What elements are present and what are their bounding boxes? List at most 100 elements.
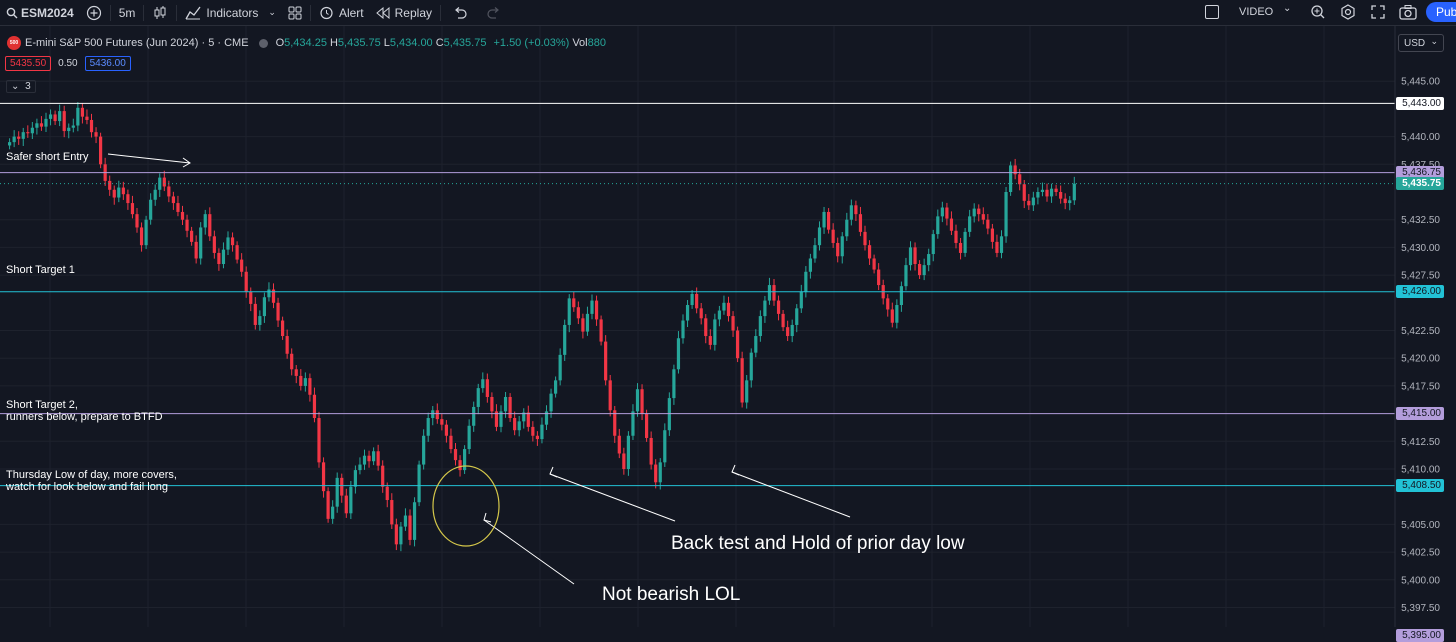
candle <box>240 253 244 277</box>
chevron-down-icon[interactable]: ⌄ <box>1283 3 1292 14</box>
annotation-arrows <box>107 153 851 585</box>
candle <box>704 314 708 344</box>
candle <box>190 226 194 246</box>
candle <box>312 387 317 423</box>
fullscreen-icon[interactable] <box>1371 5 1385 19</box>
candle <box>1054 184 1058 196</box>
arrow-not-bearish <box>483 519 575 585</box>
candle <box>35 118 39 135</box>
candle <box>726 296 731 322</box>
price-tick-label: 5,437.50 <box>1401 160 1440 171</box>
candle <box>126 189 130 210</box>
candle <box>362 449 367 470</box>
candle <box>171 191 175 210</box>
candle <box>754 329 758 358</box>
candle <box>963 228 967 257</box>
arrow-backtest-right <box>731 471 851 518</box>
candle <box>977 204 981 222</box>
price-tick-label: 5,402.50 <box>1401 548 1440 559</box>
candle <box>567 294 571 333</box>
candle <box>253 297 257 330</box>
candle <box>758 310 762 342</box>
candle <box>440 413 444 431</box>
candle <box>526 405 530 432</box>
alert-button[interactable]: Alert <box>313 0 370 25</box>
candle <box>48 109 53 126</box>
camera-icon[interactable] <box>1399 4 1417 20</box>
candle <box>981 207 985 225</box>
layouts-button[interactable] <box>282 0 308 25</box>
candle <box>649 431 653 470</box>
candle <box>1031 191 1035 212</box>
low-label: L <box>383 37 390 49</box>
replay-button[interactable]: Replay <box>370 0 438 25</box>
candle <box>749 348 753 388</box>
candle <box>431 406 435 426</box>
candle <box>590 294 594 320</box>
candle <box>645 409 649 442</box>
price-tick-label: 5,420.00 <box>1401 354 1440 365</box>
sell-button[interactable]: 5435.50 <box>5 56 52 71</box>
bid-ask-panel: 5435.50 0.50 5436.00 <box>5 56 131 71</box>
compare-button[interactable] <box>80 0 108 25</box>
candle <box>71 118 75 133</box>
candle <box>663 423 667 467</box>
candle <box>344 488 348 518</box>
symbol-search[interactable]: ESM2024 <box>0 0 80 25</box>
quick-search-icon[interactable] <box>1310 4 1326 20</box>
redo-button[interactable] <box>477 0 511 25</box>
candle <box>112 185 116 205</box>
candle <box>958 237 963 260</box>
candle <box>563 319 567 361</box>
price-chart[interactable]: 5,445.00 5,440.00 5,437.50 5,432.50 5,430.00… <box>0 26 1456 627</box>
indicators-collapse-toggle[interactable]: ⌄ 3 <box>6 80 36 93</box>
candle <box>799 284 803 313</box>
candle <box>617 428 621 459</box>
interval-button[interactable]: 5m <box>118 5 136 20</box>
candle <box>690 290 694 309</box>
candle <box>813 237 817 263</box>
video-button[interactable]: VIDEO <box>1239 6 1274 18</box>
candle <box>740 351 744 408</box>
candle <box>335 472 339 513</box>
candle <box>776 295 781 321</box>
price-axis[interactable]: 5,445.00 5,440.00 5,437.50 5,432.50 5,430.00… <box>1401 77 1440 614</box>
candle <box>922 258 926 281</box>
candle <box>121 181 125 200</box>
undo-button[interactable] <box>443 0 477 25</box>
candle <box>281 316 285 340</box>
instrument-title[interactable]: E-mini S&P 500 Futures (Jun 2024) · 5 · … <box>25 37 249 49</box>
price-tick-label: 5,405.00 <box>1401 520 1440 531</box>
level-price-label: 5,443.00 <box>1396 96 1444 110</box>
candle <box>117 180 121 203</box>
candle <box>185 214 189 238</box>
eye-icon[interactable] <box>258 38 268 48</box>
arrowhead <box>182 157 191 168</box>
candle <box>403 508 408 531</box>
layout-square-button[interactable] <box>1205 5 1219 19</box>
candle <box>1040 182 1045 197</box>
annotation-target1: Short Target 1 <box>6 264 75 276</box>
candle <box>594 295 599 326</box>
candle <box>158 173 162 197</box>
candle <box>103 157 107 186</box>
chart-type-button[interactable] <box>146 0 174 25</box>
annotation-not-bearish: Not bearish LOL <box>602 584 741 605</box>
candle <box>544 405 549 431</box>
candle <box>581 313 585 339</box>
candle <box>635 383 640 417</box>
candle <box>763 295 767 323</box>
candle <box>331 500 335 524</box>
candle <box>194 235 198 264</box>
publish-button[interactable]: Pub <box>1426 2 1456 22</box>
candle <box>8 138 12 150</box>
settings-gear-icon[interactable] <box>1340 4 1356 20</box>
candle <box>549 388 553 418</box>
annotation-safer-short: Safer short Entry <box>6 151 89 163</box>
indicators-button[interactable]: Indicators ⌄ <box>179 0 282 25</box>
buy-button[interactable]: 5436.00 <box>84 56 131 71</box>
candle <box>499 405 503 433</box>
candle <box>708 329 712 350</box>
candle <box>931 229 935 262</box>
currency-select[interactable]: USD ⌄ <box>1398 34 1444 52</box>
